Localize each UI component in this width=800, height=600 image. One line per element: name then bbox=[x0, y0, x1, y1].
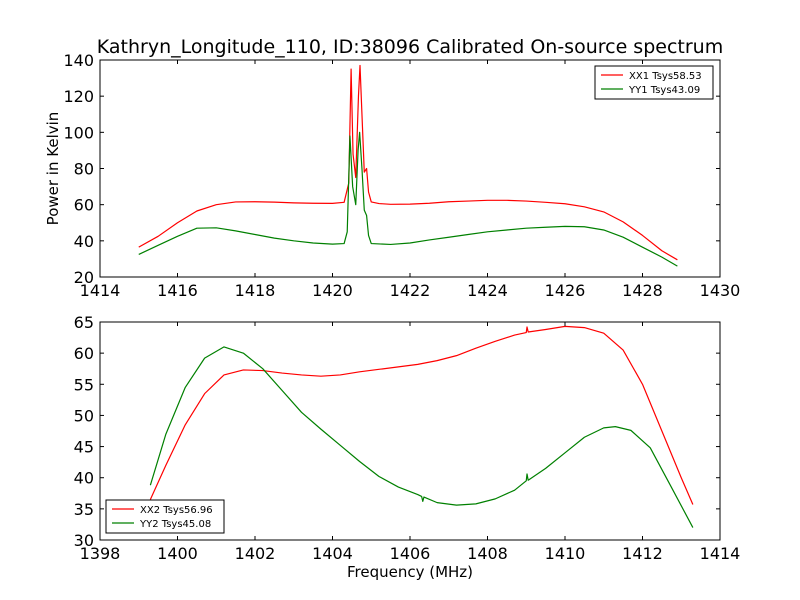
y-tick-label: 120 bbox=[63, 87, 94, 106]
legend-box bbox=[594, 65, 714, 100]
y-tick-label: 30 bbox=[74, 531, 94, 550]
y-tick-label: 45 bbox=[74, 438, 94, 457]
x-tick-label: 1406 bbox=[390, 544, 431, 563]
x-tick-label: 1408 bbox=[467, 544, 508, 563]
legend-label: XX1 Tsys58.53 bbox=[629, 71, 702, 82]
legend-label: YY2 Tsys45.08 bbox=[139, 519, 211, 530]
y-tick-label: 65 bbox=[74, 313, 94, 332]
chart-2: 1398 1400 1402 1404 1406 1408 1410 1412 1414 30 35… bbox=[74, 313, 741, 581]
x-tick-label: 1414 bbox=[80, 281, 121, 300]
x-axis-label: Frequency (MHz) bbox=[347, 563, 473, 581]
legend-label: YY1 Tsys43.09 bbox=[628, 85, 700, 96]
y-tick-label: 60 bbox=[74, 344, 94, 363]
y-tick-label: 50 bbox=[74, 406, 94, 425]
series-line-1-1 bbox=[138, 64, 678, 261]
series-line-2-2 bbox=[149, 346, 694, 528]
y-tick-label: 35 bbox=[74, 500, 94, 519]
x-tick-label: 1416 bbox=[157, 281, 198, 300]
x-tick-label: 1414 bbox=[700, 544, 741, 563]
x-tick-label: 1412 bbox=[622, 544, 663, 563]
series-line-1-2 bbox=[138, 131, 678, 267]
legend-label: XX2 Tsys56.96 bbox=[140, 505, 213, 516]
chart-1: 1414 1416 1418 1420 1422 1424 1426 1428 1430 20 40… bbox=[44, 36, 740, 300]
y-tick-label: 20 bbox=[74, 268, 94, 287]
x-tick-label: 1424 bbox=[467, 281, 508, 300]
y-tick-label: 55 bbox=[74, 375, 94, 394]
legend: XX2 Tsys56.96 YY2 Tsys45.08 bbox=[105, 499, 225, 534]
x-tick-label: 1426 bbox=[545, 281, 586, 300]
y-tick-label: 60 bbox=[74, 196, 94, 215]
y-axis-label: Power in Kelvin bbox=[44, 112, 62, 226]
legend: XX1 Tsys58.53 YY1 Tsys43.09 bbox=[594, 65, 714, 100]
y-tick-label: 40 bbox=[74, 469, 94, 488]
y-tick-label: 140 bbox=[63, 51, 94, 70]
x-tick-label: 1410 bbox=[545, 544, 586, 563]
x-tick-label: 1400 bbox=[157, 544, 198, 563]
x-tick-label: 1418 bbox=[235, 281, 276, 300]
x-tick-label: 1422 bbox=[390, 281, 431, 300]
x-tick-label: 1430 bbox=[700, 281, 741, 300]
x-tick-label: 1398 bbox=[80, 544, 121, 563]
legend-box bbox=[105, 499, 225, 534]
x-tick-label: 1428 bbox=[622, 281, 663, 300]
x-tick-label: 1404 bbox=[312, 544, 353, 563]
x-tick-label: 1420 bbox=[312, 281, 353, 300]
y-tick-label: 100 bbox=[63, 123, 94, 142]
series-line-2-1 bbox=[149, 325, 694, 505]
x-tick-label: 1402 bbox=[235, 544, 276, 563]
y-tick-label: 80 bbox=[74, 160, 94, 179]
chart-title: Kathryn_Longitude_110, ID:38096 Calibrat… bbox=[97, 36, 723, 58]
y-tick-label: 40 bbox=[74, 232, 94, 251]
